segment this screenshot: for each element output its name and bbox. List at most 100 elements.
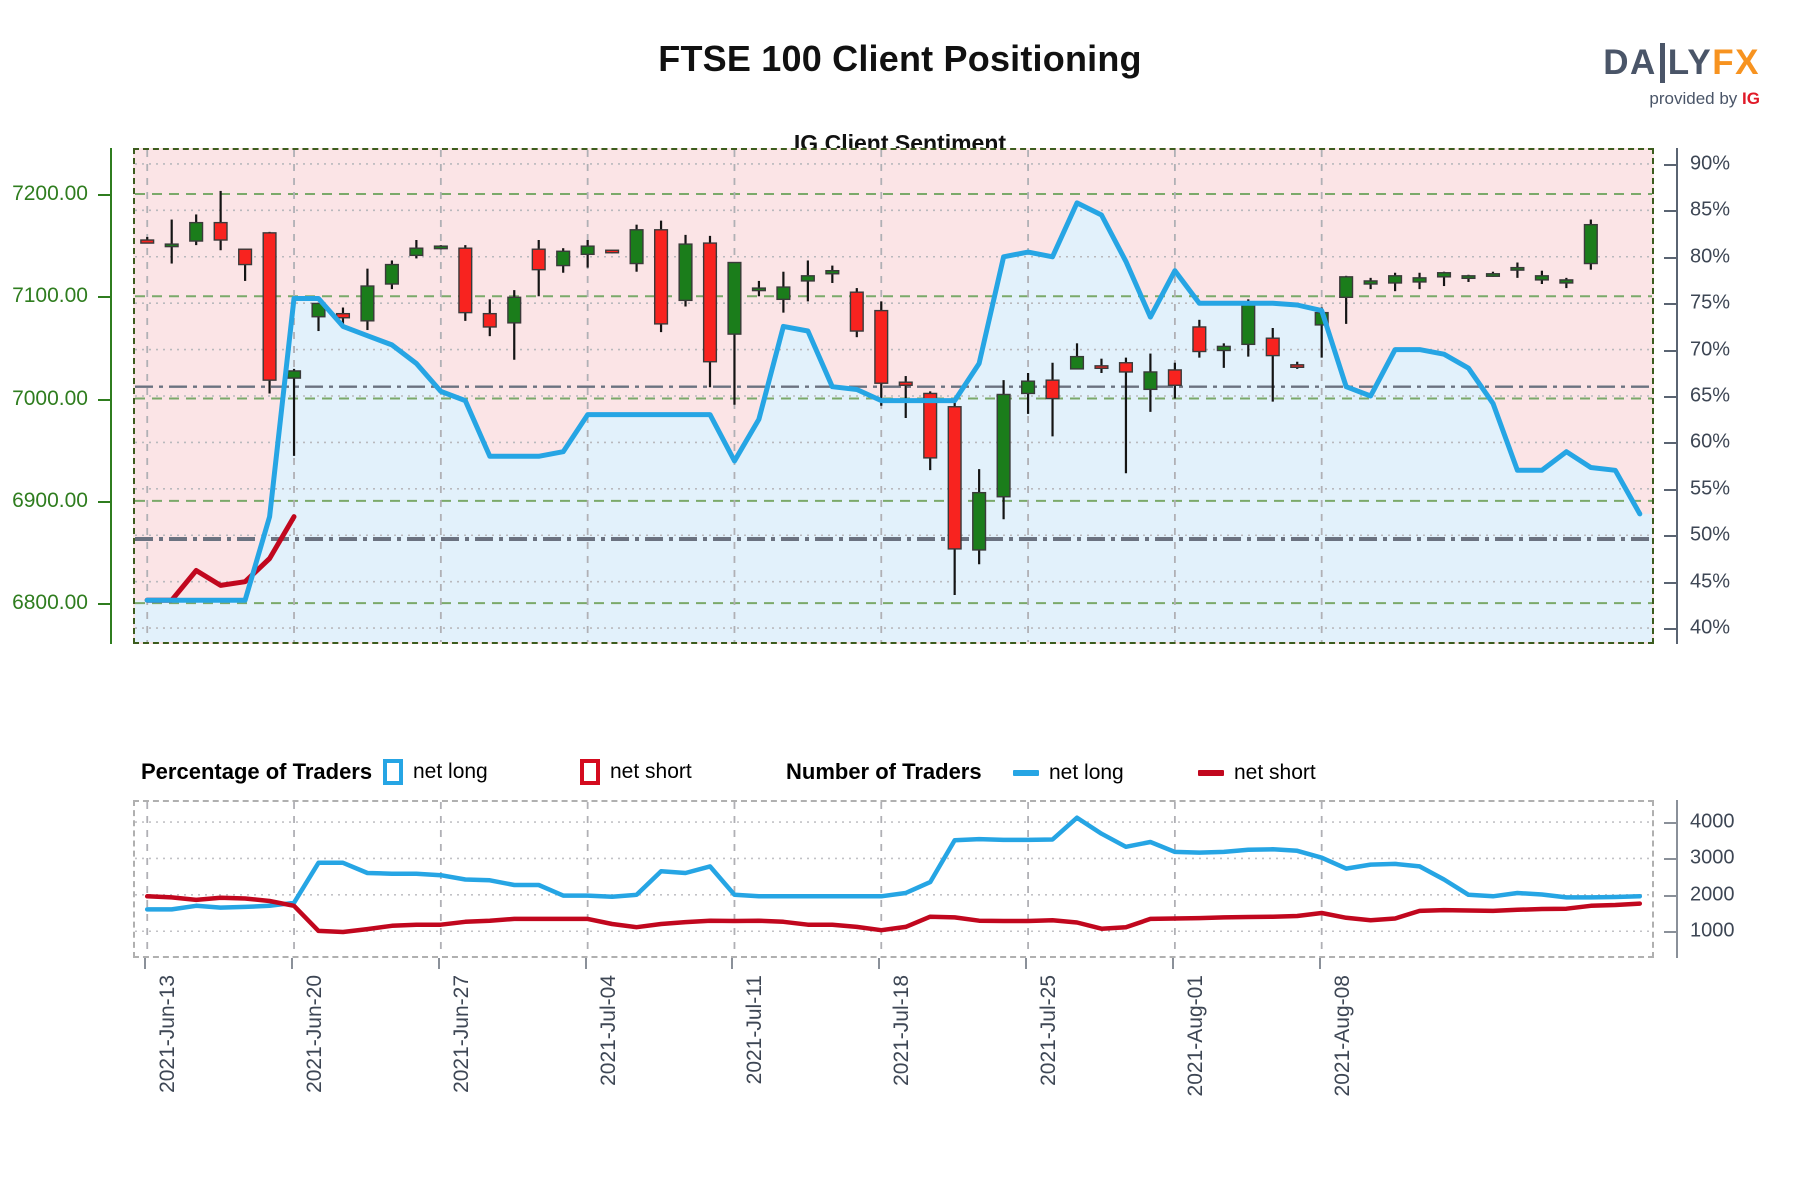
logo-candle-icon	[1659, 43, 1665, 83]
candlestick	[776, 286, 791, 301]
percentage-tick	[1664, 628, 1676, 631]
candlestick	[1510, 266, 1525, 271]
candlestick	[433, 245, 448, 250]
price-tick-label: 7100.00	[12, 284, 88, 308]
net-long-line-icon	[1013, 770, 1039, 776]
candlestick	[800, 275, 815, 282]
date-tick-label: 2021-Jun-20	[303, 975, 327, 1093]
candlestick	[286, 370, 302, 379]
percentage-tick-label: 70%	[1690, 338, 1731, 361]
percentage-tick	[1664, 210, 1676, 213]
traders-tick-label: 4000	[1690, 810, 1735, 833]
candlestick	[972, 491, 987, 551]
traders-tick-label: 1000	[1690, 919, 1735, 942]
logo-tagline-text: provided by	[1649, 89, 1743, 108]
date-tick	[1025, 958, 1028, 969]
legend-title-number: Number of Traders	[786, 759, 982, 784]
legend-item-num-net-short[interactable]: net short	[1198, 761, 1316, 785]
candlestick	[1583, 223, 1598, 265]
traders-tick	[1664, 822, 1676, 825]
legend-item-pct-net-short[interactable]: net short	[580, 759, 692, 785]
percentage-tick-label: 50%	[1690, 523, 1731, 546]
net-long-box-icon	[383, 759, 403, 785]
candlestick	[1021, 380, 1036, 395]
candlestick	[1167, 369, 1182, 386]
price-tick	[98, 398, 110, 401]
percentage-tick-label: 85%	[1690, 198, 1731, 221]
candlestick	[1461, 275, 1476, 280]
price-tick-label: 7200.00	[12, 181, 88, 205]
candlestick	[605, 249, 620, 254]
candlestick	[1436, 272, 1452, 278]
percentage-tick	[1664, 488, 1676, 491]
candlestick	[1290, 364, 1305, 369]
candlestick	[874, 309, 889, 384]
candlestick	[262, 232, 277, 381]
percentage-tick-label: 90%	[1690, 152, 1731, 175]
candlestick	[482, 312, 497, 328]
candlestick	[1143, 371, 1158, 391]
date-tick	[1318, 958, 1321, 969]
candlestick	[923, 392, 938, 459]
candlestick	[947, 406, 962, 550]
percentage-tick-label: 55%	[1690, 477, 1731, 500]
traders-net-long-line	[144, 815, 1643, 912]
date-tick-label: 2021-Jul-18	[890, 975, 914, 1086]
percentage-tick-label: 40%	[1690, 616, 1731, 639]
price-tick	[98, 500, 110, 503]
candlestick	[1118, 362, 1134, 373]
date-tick-label: 2021-Jul-25	[1037, 975, 1061, 1086]
candlestick	[1412, 277, 1427, 283]
candlestick	[507, 296, 522, 324]
candlestick	[1069, 355, 1085, 370]
percentage-axis-spine	[1676, 148, 1678, 644]
percentage-tick-label: 60%	[1690, 430, 1731, 453]
date-tick	[1171, 958, 1174, 969]
price-tick-label: 6900.00	[12, 488, 88, 512]
traders-net-short-line	[144, 894, 1643, 935]
price-axis-spine	[110, 148, 112, 644]
date-tick	[731, 958, 734, 969]
candlestick	[189, 221, 204, 242]
traders-tick-label: 2000	[1690, 883, 1735, 906]
net-short-box-icon	[580, 759, 600, 785]
candlestick	[580, 245, 595, 256]
net-long-line	[144, 200, 1643, 603]
date-tick-label: 2021-Aug-01	[1183, 975, 1207, 1097]
percentage-tick	[1664, 535, 1676, 538]
candlestick	[409, 247, 424, 257]
candlestick	[825, 269, 840, 275]
candlestick	[849, 291, 864, 332]
candlestick	[1559, 279, 1574, 284]
legend-item-pct-net-long[interactable]: net long	[383, 759, 488, 785]
candlestick	[678, 243, 693, 302]
candlestick	[164, 243, 179, 248]
percentage-tick	[1664, 349, 1676, 352]
candlestick	[360, 285, 375, 322]
candlestick	[1388, 275, 1403, 284]
price-sentiment-svg	[135, 150, 1652, 642]
date-tick-label: 2021-Aug-08	[1330, 975, 1354, 1097]
logo-text-da: DA	[1603, 42, 1657, 82]
logo-text-fx: FX	[1712, 42, 1760, 82]
price-tick	[98, 193, 110, 196]
date-tick	[437, 958, 440, 969]
candlestick	[458, 247, 473, 314]
price-tick	[98, 603, 110, 606]
legend-item-num-net-long[interactable]: net long	[1013, 761, 1124, 785]
percentage-tick	[1664, 303, 1676, 306]
legend-group-number: Number of Traders	[786, 759, 982, 785]
date-tick	[584, 958, 587, 969]
dailyfx-logo: DA LY FX provided by IG	[1603, 42, 1760, 109]
traders-tick	[1664, 894, 1676, 897]
date-tick	[144, 958, 147, 969]
traders-tick-label: 3000	[1690, 846, 1735, 869]
chart-legend: Percentage of Traders net long net short…	[133, 755, 1654, 795]
percentage-tick	[1664, 581, 1676, 584]
candlestick	[653, 229, 669, 325]
candlestick	[140, 239, 155, 244]
candlestick	[311, 302, 326, 318]
net-short-line-icon	[1198, 770, 1224, 776]
candlestick	[629, 229, 644, 265]
traders-tick	[1664, 858, 1676, 861]
